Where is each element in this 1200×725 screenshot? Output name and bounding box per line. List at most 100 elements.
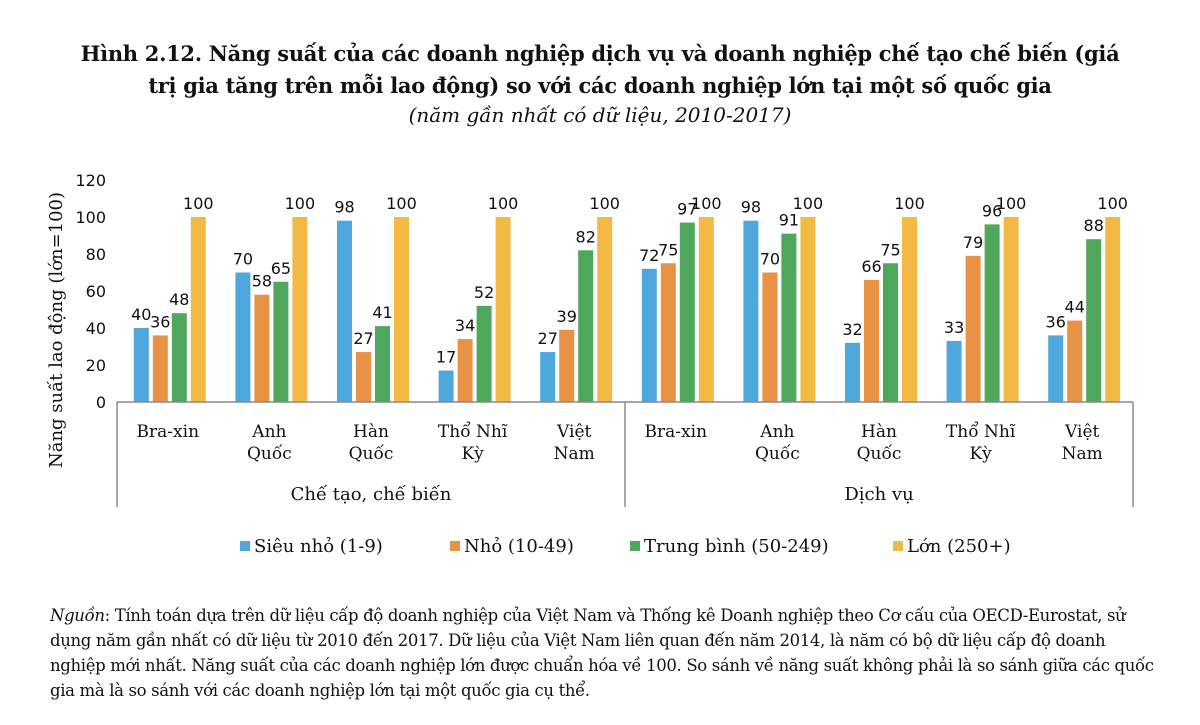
data-label: 72 (639, 246, 659, 265)
bar (1086, 239, 1102, 402)
y-tick-label: 60 (86, 282, 106, 301)
x-tick-label: Việt (556, 422, 591, 442)
bar (1067, 320, 1083, 402)
data-label: 91 (779, 211, 799, 230)
y-tick-label: 120 (75, 171, 106, 190)
group-label: Dịch vụ (844, 484, 913, 505)
bar (540, 352, 556, 402)
y-tick-label: 100 (75, 208, 106, 227)
legend-label: Nhỏ (10-49) (464, 536, 574, 557)
bar (845, 342, 860, 402)
data-label: 17 (436, 348, 456, 367)
bar (1048, 335, 1064, 402)
legend-swatch (893, 541, 903, 551)
x-tick-label: Anh (251, 422, 286, 442)
chart-title-line-2: trị gia tăng trên mỗi lao động) so với c… (148, 73, 1052, 98)
y-tick-label: 20 (86, 356, 106, 375)
data-label: 98 (741, 198, 761, 217)
x-tick-label: Quốc (755, 444, 800, 464)
legend-swatch (450, 541, 460, 551)
bar (394, 217, 409, 402)
x-tick-label: Quốc (349, 444, 394, 464)
bar (864, 279, 879, 402)
source-note: Nguồn: Tính toán dựa trên dữ liệu cấp độ… (50, 603, 1160, 703)
data-label: 48 (169, 290, 189, 309)
bar (273, 281, 289, 402)
chart-title: Hình 2.12. Năng suất của các doanh nghiệ… (0, 38, 1200, 102)
data-label: 75 (658, 240, 678, 259)
data-label: 27 (353, 329, 373, 348)
legend-swatch (240, 541, 250, 551)
bar (152, 335, 168, 402)
x-tick-label: Quốc (247, 444, 292, 464)
data-label: 100 (691, 194, 722, 213)
data-label: 79 (963, 233, 983, 252)
bar (559, 329, 575, 402)
data-label: 100 (183, 194, 214, 213)
data-label: 100 (285, 194, 316, 213)
source-note-text: : Tính toán dựa trên dữ liệu cấp độ doan… (50, 606, 1154, 700)
bar (698, 217, 714, 402)
x-tick-label: Hàn (353, 422, 389, 442)
legend: Siêu nhỏ (1-9) Nhỏ (10-49) Trung bình (50-… (240, 536, 1011, 557)
bar (495, 217, 511, 402)
data-label: 66 (861, 257, 881, 276)
bar (476, 305, 492, 402)
legend-swatch (630, 541, 640, 551)
data-label: 27 (538, 329, 558, 348)
bar (883, 263, 898, 402)
data-label: 40 (131, 305, 151, 324)
x-tick-label: Thổ Nhĩ (438, 422, 508, 442)
data-label: 70 (760, 250, 780, 269)
chart-subtitle: (năm gần nhất có dữ liệu, 2010-2017) (408, 103, 792, 127)
bar (902, 217, 917, 402)
data-label: 41 (372, 303, 392, 322)
bar (375, 326, 390, 402)
data-label: 52 (474, 283, 494, 302)
x-tick-label: Nam (554, 444, 595, 464)
bar (641, 268, 657, 402)
y-tick-label: 80 (86, 245, 106, 264)
bar (171, 313, 187, 402)
data-label: 34 (455, 316, 475, 335)
data-label: 100 (793, 194, 824, 213)
x-tick-label: Kỳ (461, 444, 484, 464)
group-label: Chế tạo, chế biến (291, 484, 452, 505)
data-label: 100 (894, 194, 925, 213)
x-tick-label: Bra-xin (645, 422, 708, 442)
y-tick-label: 40 (86, 319, 106, 338)
x-tick-label: Việt (1064, 422, 1099, 442)
bar (984, 224, 1000, 402)
data-label: 36 (150, 312, 170, 331)
data-label: 82 (576, 227, 596, 246)
bar (597, 217, 613, 402)
legend-label: Siêu nhỏ (1-9) (254, 536, 383, 557)
bar (1003, 217, 1019, 402)
bar (337, 220, 352, 402)
data-label: 36 (1046, 312, 1066, 331)
x-tick-label: Nam (1062, 444, 1103, 464)
data-label: 100 (1097, 194, 1128, 213)
data-label: 58 (252, 272, 272, 291)
x-tick-label: Hàn (861, 422, 897, 442)
legend-label: Trung bình (50-249) (644, 536, 829, 557)
data-label: 39 (557, 307, 577, 326)
bar (1105, 217, 1121, 402)
data-label: 70 (233, 250, 253, 269)
bar (762, 272, 778, 402)
bar (190, 217, 206, 402)
bar (457, 339, 473, 402)
data-label: 32 (842, 320, 862, 339)
data-label: 97 (677, 200, 697, 219)
data-label: 100 (386, 194, 417, 213)
bar (660, 263, 676, 402)
x-tick-label: Quốc (857, 444, 902, 464)
bar (679, 222, 695, 402)
data-label: 96 (982, 201, 1002, 220)
bar (578, 250, 594, 402)
x-tick-label: Kỳ (969, 444, 992, 464)
data-label: 65 (271, 259, 291, 278)
